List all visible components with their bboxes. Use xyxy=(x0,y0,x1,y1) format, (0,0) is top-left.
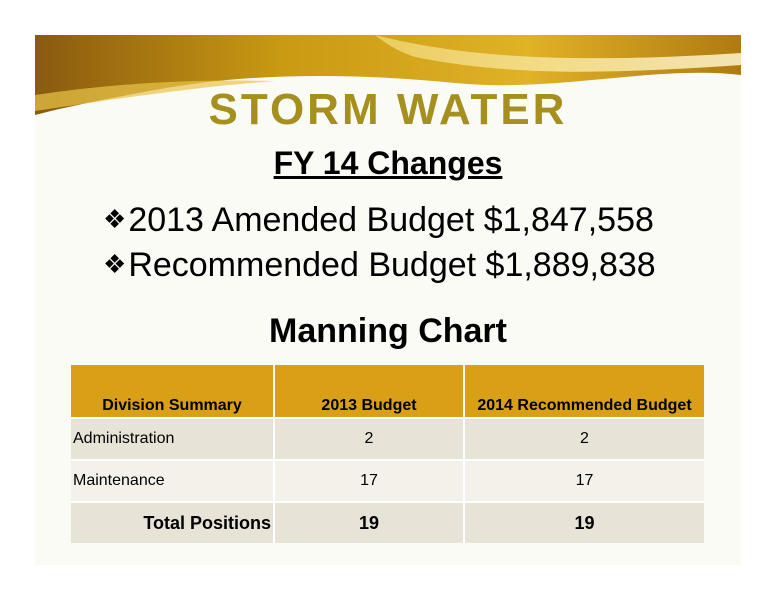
budget-2014-cell: 17 xyxy=(464,459,704,502)
slide: STORM WATER FY 14 Changes ❖2013 Amended … xyxy=(35,35,741,565)
division-cell: Maintenance xyxy=(71,459,275,502)
bullet-text: 2013 Amended Budget $1,847,558 xyxy=(128,201,654,239)
slide-subtitle: FY 14 Changes xyxy=(273,145,503,181)
manning-table: Division Summary 2013 Budget 2014 Recomm… xyxy=(71,365,704,543)
total-2014-cell: 19 xyxy=(464,501,704,543)
column-header: Division Summary xyxy=(71,365,275,418)
bullet-list: ❖2013 Amended Budget $1,847,558 ❖Recomme… xyxy=(103,197,723,287)
bullet-item: ❖2013 Amended Budget $1,847,558 xyxy=(103,197,723,242)
total-label-cell: Total Positions xyxy=(71,501,275,543)
four-diamond-bullet-icon: ❖ xyxy=(103,249,127,279)
four-diamond-bullet-icon: ❖ xyxy=(103,204,127,234)
table-header-row: Division Summary 2013 Budget 2014 Recomm… xyxy=(71,365,704,418)
table-row: Maintenance 17 17 xyxy=(71,459,704,502)
bullet-item: ❖Recommended Budget $1,889,838 xyxy=(103,242,723,287)
section-heading: Manning Chart xyxy=(269,312,507,350)
total-2013-cell: 19 xyxy=(274,501,465,543)
total-row: Total Positions 19 19 xyxy=(71,501,704,543)
budget-2013-cell: 17 xyxy=(274,459,465,502)
bullet-text: Recommended Budget $1,889,838 xyxy=(128,246,656,284)
slide-title: STORM WATER xyxy=(208,85,568,134)
budget-2013-cell: 2 xyxy=(274,417,465,460)
division-cell: Administration xyxy=(71,417,275,460)
table-row: Administration 2 2 xyxy=(71,417,704,460)
column-header: 2013 Budget xyxy=(274,365,465,418)
column-header: 2014 Recommended Budget xyxy=(464,365,704,418)
decorative-banner xyxy=(35,35,741,115)
budget-2014-cell: 2 xyxy=(464,417,704,460)
